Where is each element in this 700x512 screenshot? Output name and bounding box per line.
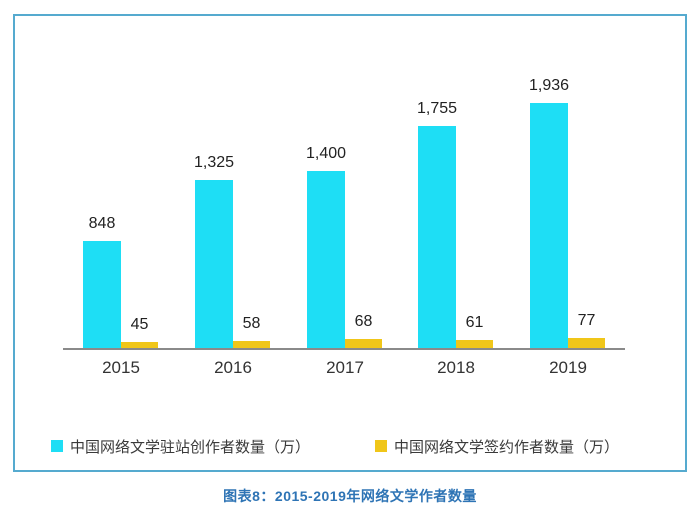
plot-area: 848 45 2015 1,325 58 2016 1,400 68 2017 1,755 61 20…: [15, 16, 685, 470]
x-axis-tick-label: 2019: [549, 358, 587, 377]
bar-value-label: 68: [354, 313, 373, 330]
x-axis-line: [63, 348, 625, 350]
chart-frame: 848 45 2015 1,325 58 2016 1,400 68 2017 1,755 61 20…: [13, 14, 687, 472]
legend-item: 中国网络文学签约作者数量（万）: [375, 434, 619, 458]
secondary-bar: [456, 340, 493, 348]
legend-item: 中国网络文学驻站创作者数量（万）: [51, 434, 310, 458]
legend-label: 中国网络文学驻站创作者数量（万）: [70, 438, 311, 456]
x-axis-tick-label: 2016: [214, 358, 252, 377]
x-axis-tick-label: 2017: [326, 358, 364, 377]
x-axis-tick-label: 2015: [102, 358, 140, 377]
primary-bar: [530, 103, 568, 348]
bar-value-label: 1,325: [193, 154, 235, 171]
legend-label: 中国网络文学签约作者数量（万）: [394, 438, 620, 456]
x-axis-tick-label: 2018: [437, 358, 475, 377]
bar-value-label: 77: [577, 312, 596, 329]
bar-value-label: 45: [130, 316, 149, 333]
chart-caption: 图表8：2015-2019年网络文学作者数量: [223, 488, 477, 504]
primary-bar: [307, 171, 345, 348]
bar-value-label: 61: [465, 314, 484, 331]
bar-value-label: 1,936: [528, 77, 570, 94]
secondary-bar: [568, 338, 605, 348]
bar-value-label: 58: [242, 315, 261, 332]
primary-bar: [195, 180, 233, 348]
bar-value-label: 1,400: [305, 145, 347, 162]
secondary-bar: [121, 342, 158, 348]
legend-swatch-icon: [51, 440, 63, 452]
legend: 中国网络文学驻站创作者数量（万） 中国网络文学签约作者数量（万）: [15, 434, 685, 458]
primary-bar: [418, 126, 456, 348]
secondary-bar: [233, 341, 270, 348]
legend-swatch-icon: [375, 440, 387, 452]
bar-value-label: 1,755: [416, 100, 458, 117]
bar-value-label: 848: [88, 215, 116, 232]
secondary-bar: [345, 339, 382, 348]
primary-bar: [83, 241, 121, 348]
